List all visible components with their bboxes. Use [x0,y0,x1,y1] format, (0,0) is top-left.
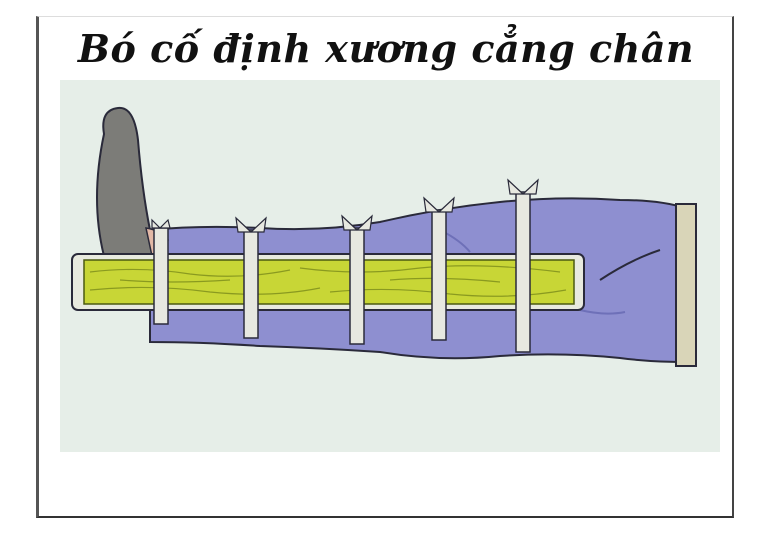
bandage-1 [151,218,171,325]
shoe-shape [96,106,162,261]
wood-grain [89,265,567,297]
trouser-cuff [675,203,697,367]
bandage-2 [235,216,267,339]
bandage-5 [507,178,539,353]
leg-splint-illustration [60,80,720,452]
picture-frame [36,16,734,518]
trouser-fold-1 [599,249,661,281]
bandage-4 [423,196,455,341]
trouser-fold-2 [579,309,626,315]
bandage-3 [341,214,373,345]
page-title: Bó cố định xương cẳng chân [77,26,695,71]
